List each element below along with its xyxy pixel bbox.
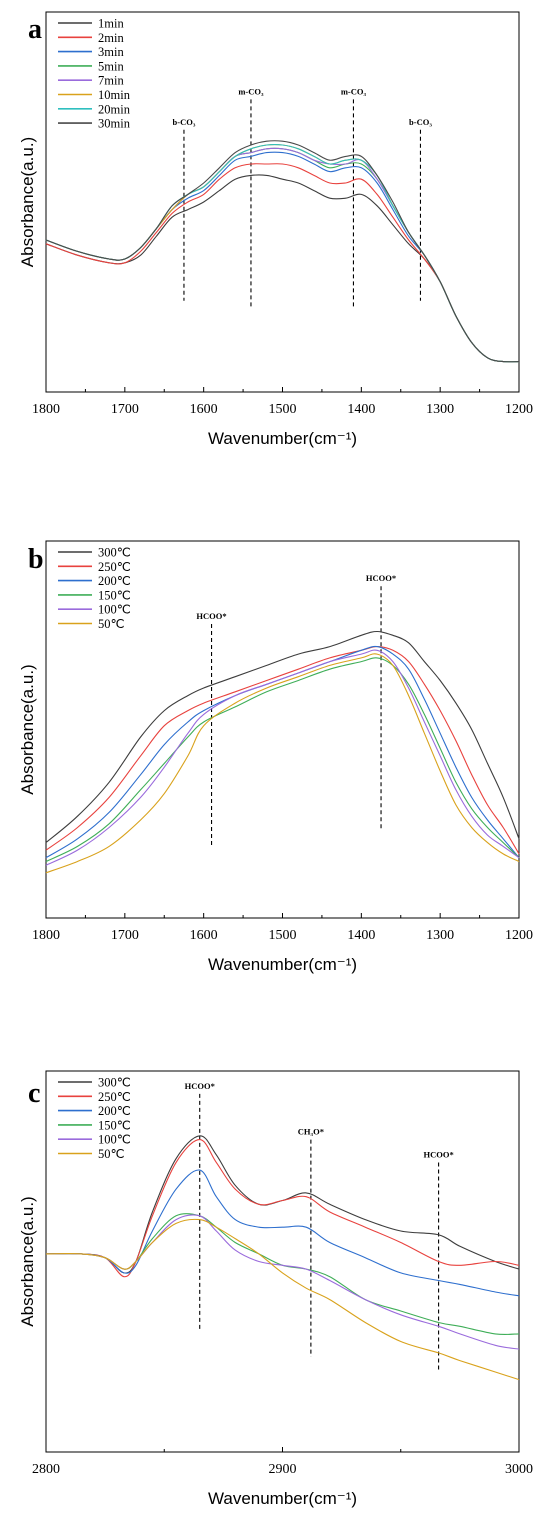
x-axis-title: Wavenumber(cm⁻¹) [208, 429, 357, 448]
legend-label: 30min [98, 117, 131, 131]
y-axis-title: Absorbance(a.u.) [18, 1196, 37, 1326]
legend-label: 1min [98, 17, 124, 31]
series-line [45, 174, 520, 363]
x-tick-label: 1200 [505, 928, 533, 943]
series-line [45, 151, 520, 363]
y-axis-title: Absorbance(a.u.) [18, 664, 37, 794]
x-tick-label: 1300 [426, 402, 454, 417]
legend-label: 200℃ [98, 1104, 131, 1118]
legend-label: 2min [98, 31, 124, 45]
x-tick-label: 3000 [505, 1462, 533, 1477]
annotation-label: HCOO* [196, 611, 226, 621]
x-tick-label: 1700 [111, 402, 139, 417]
legend-label: 50℃ [98, 1147, 125, 1161]
series-line [45, 147, 520, 363]
chart-panel-c: c 2800 2900 3000 Wavenumber(cm⁻¹) Absorbance(… [18, 1070, 533, 1508]
series-line [45, 630, 520, 844]
panel-letter: c [28, 1078, 40, 1109]
legend-label: 100℃ [98, 603, 131, 617]
legend-label: 250℃ [98, 560, 131, 574]
series-line [45, 1139, 520, 1278]
x-tick-label: 1600 [190, 928, 218, 943]
series-line [45, 653, 520, 874]
x-tick-label: 1300 [426, 928, 454, 943]
legend-label: 20min [98, 102, 131, 116]
legend-label: 3min [98, 45, 124, 59]
legend-label: 250℃ [98, 1090, 131, 1104]
series-line [45, 147, 520, 363]
x-tick-label: 2800 [32, 1462, 60, 1477]
legend-label: 150℃ [98, 588, 131, 602]
legend-label: 100℃ [98, 1133, 131, 1147]
annotation-label: CH₃O* [298, 1127, 324, 1137]
x-tick-label: 1700 [111, 928, 139, 943]
x-tick-label: 1500 [269, 928, 297, 943]
panel-letter: a [28, 14, 42, 45]
x-tick-label: 1400 [347, 928, 375, 943]
series-line [45, 646, 520, 855]
legend-label: 10min [98, 88, 131, 102]
legend-label: 50℃ [98, 617, 125, 631]
legend-label: 5min [98, 59, 124, 73]
legend-label: 200℃ [98, 574, 131, 588]
legend-label: 300℃ [98, 546, 131, 560]
annotation-label: m-CO₃ [238, 86, 264, 96]
legend-label: 300℃ [98, 1076, 131, 1090]
annotation-label: m-CO₃ [341, 86, 367, 96]
series-line [45, 657, 520, 862]
x-tick-label: 2900 [269, 1462, 297, 1477]
x-tick-label: 1400 [347, 402, 375, 417]
series-line [45, 645, 520, 859]
series-line [45, 1213, 520, 1336]
legend-label: 7min [98, 74, 124, 88]
x-tick-label: 1500 [269, 402, 297, 417]
series-line [45, 144, 520, 363]
chart-panel-a: a 1800 1700 1600 1500 1400 1300 1200 Wavenumber(… [18, 11, 533, 448]
x-tick-label: 1200 [505, 402, 533, 417]
panel-letter: b [28, 544, 44, 575]
y-axis-title: Absorbance(a.u.) [18, 137, 37, 267]
legend-label: 150℃ [98, 1118, 131, 1132]
series-line [45, 144, 520, 363]
series-line [45, 140, 520, 363]
chart-panel-b: b 1800 1700 1600 1500 1400 1300 1200 Wavenumber(… [18, 540, 533, 974]
x-tick-label: 1800 [32, 928, 60, 943]
annotation-label: HCOO* [185, 1081, 215, 1091]
series-line [45, 649, 520, 866]
series-line [45, 163, 520, 363]
series-line [45, 1169, 520, 1297]
x-axis-title: Wavenumber(cm⁻¹) [208, 1489, 357, 1508]
annotation-label: b-CO₃ [173, 117, 196, 127]
x-tick-label: 1800 [32, 402, 60, 417]
annotation-label: HCOO* [366, 573, 396, 583]
x-tick-label: 1600 [190, 402, 218, 417]
x-axis-title: Wavenumber(cm⁻¹) [208, 955, 357, 974]
series-line [45, 1218, 520, 1381]
annotation-label: HCOO* [423, 1149, 453, 1159]
annotation-label: b-CO₃ [409, 117, 432, 127]
